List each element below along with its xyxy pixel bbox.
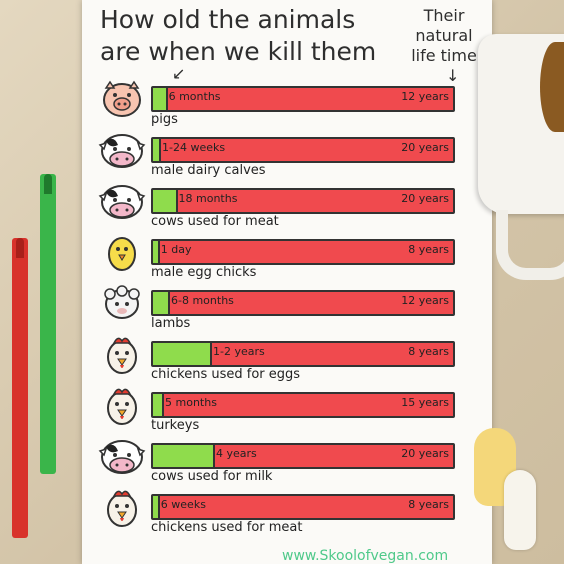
natural-lifetime-label: 15 years	[401, 396, 449, 409]
red-marker	[12, 238, 28, 538]
list-item: 18 months 20 years cows used for meat	[96, 182, 476, 232]
animal-label: lambs	[151, 316, 191, 331]
killed-age-fill	[153, 292, 170, 314]
green-marker-tip	[44, 174, 52, 194]
mug-handle	[496, 210, 564, 280]
killed-age-fill	[153, 139, 161, 161]
killed-age-label: 5 months	[165, 396, 217, 409]
list-item: 6-8 months 12 years lambs	[96, 284, 476, 334]
list-item: 1-2 years 8 years chickens used for eggs	[96, 335, 476, 385]
lamb-icon	[96, 284, 148, 324]
coffee	[540, 42, 564, 132]
lifetime-bar: 5 months 15 years	[151, 392, 455, 418]
chick-icon	[96, 233, 148, 273]
page-title: How old the animals are when we kill the…	[100, 4, 400, 68]
title-line-2: are when we kill them	[100, 37, 377, 66]
killed-age-label: 4 years	[216, 447, 257, 460]
dairy-cow-icon	[96, 437, 148, 477]
lifetime-bar: 6-8 months 12 years	[151, 290, 455, 316]
natural-lifetime-label: 8 years	[408, 498, 449, 511]
natural-lifetime-label: 20 years	[401, 447, 449, 460]
animal-label: male dairy calves	[151, 163, 266, 178]
killed-age-label: 6 months	[168, 90, 221, 103]
killed-age-fill	[153, 445, 215, 467]
arrow-to-kill-age-icon: ↙	[172, 64, 186, 83]
toy-chick-white	[504, 470, 536, 550]
turkey-icon	[96, 386, 148, 426]
list-item: 1-24 weeks 20 years male dairy calves	[96, 131, 476, 181]
side-note-line-1: Their	[423, 6, 465, 25]
animal-label: chickens used for eggs	[151, 367, 301, 382]
killed-age-fill	[153, 394, 164, 416]
lifetime-bar: 1 day 8 years	[151, 239, 455, 265]
animal-label: chickens used for meat	[151, 520, 303, 535]
arrow-to-lifetime-icon: ↓	[446, 66, 460, 85]
natural-lifetime-label: 12 years	[401, 90, 449, 103]
broiler-chicken-icon	[96, 488, 148, 528]
website-footer: www.Skoolofvegan.com	[282, 548, 449, 564]
killed-age-label: 1-2 years	[213, 345, 265, 358]
natural-lifetime-label: 8 years	[408, 243, 449, 256]
green-marker	[40, 174, 56, 474]
cow-icon	[96, 182, 148, 222]
lifetime-bar: 6 months 12 years	[151, 86, 455, 112]
killed-age-fill	[153, 496, 160, 518]
killed-age-label: 6-8 months	[171, 294, 234, 307]
animal-label: pigs	[151, 112, 178, 127]
side-note-line-2: natural	[415, 26, 473, 45]
calf-icon	[96, 131, 148, 171]
killed-age-label: 1-24 weeks	[162, 141, 226, 154]
lifetime-bar: 18 months 20 years	[151, 188, 455, 214]
list-item: 4 years 20 years cows used for milk	[96, 437, 476, 487]
natural-lifetime-note: Their natural life time	[398, 6, 490, 66]
animal-label: cows used for meat	[151, 214, 279, 229]
animal-label: cows used for milk	[151, 469, 273, 484]
natural-lifetime-label: 20 years	[401, 141, 449, 154]
list-item: 6 weeks 8 years chickens used for meat	[96, 488, 476, 538]
list-item: 5 months 15 years turkeys	[96, 386, 476, 436]
natural-lifetime-label: 8 years	[408, 345, 449, 358]
chicken-icon	[96, 335, 148, 375]
lifetime-bar: 6 weeks 8 years	[151, 494, 455, 520]
list-item: 6 months 12 years pigs	[96, 80, 476, 130]
list-item: 1 day 8 years male egg chicks	[96, 233, 476, 283]
animal-label: turkeys	[151, 418, 200, 433]
title-line-1: How old the animals	[100, 5, 356, 34]
killed-age-fill	[153, 88, 168, 110]
killed-age-label: 1 day	[160, 243, 192, 256]
pig-icon	[96, 80, 148, 120]
red-marker-tip	[16, 238, 24, 258]
killed-age-fill	[153, 343, 212, 365]
lifetime-bar: 4 years 20 years	[151, 443, 455, 469]
lifetime-bar: 1-24 weeks 20 years	[151, 137, 455, 163]
side-note-line-3: life time	[411, 46, 477, 65]
lifetime-bar: 1-2 years 8 years	[151, 341, 455, 367]
killed-age-label: 18 months	[178, 192, 238, 205]
animal-label: male egg chicks	[151, 265, 257, 280]
natural-lifetime-label: 20 years	[401, 192, 449, 205]
killed-age-label: 6 weeks	[160, 498, 206, 511]
killed-age-fill	[153, 190, 178, 212]
natural-lifetime-label: 12 years	[401, 294, 449, 307]
killed-age-fill	[153, 241, 160, 263]
